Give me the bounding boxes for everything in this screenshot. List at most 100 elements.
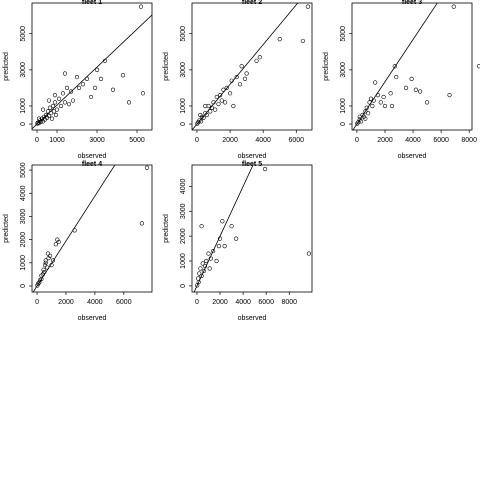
x-axis-label: observed <box>398 153 427 160</box>
point <box>42 263 48 268</box>
point <box>64 85 70 91</box>
panel-title: fleet 2 <box>242 0 262 6</box>
x-tick-label: 4000 <box>255 137 271 144</box>
x-tick-label: 1000 <box>49 137 65 144</box>
y-axis-label: predicted <box>3 52 10 81</box>
point <box>413 87 418 92</box>
y-tick-label: 5000 <box>20 26 27 42</box>
point <box>244 71 249 76</box>
point <box>371 98 376 103</box>
point <box>51 109 57 114</box>
point <box>366 111 371 116</box>
point <box>277 37 282 42</box>
point <box>48 111 54 116</box>
point <box>66 102 72 107</box>
point <box>217 236 223 241</box>
x-tick-label: 8000 <box>461 137 477 144</box>
point <box>214 94 219 100</box>
point <box>40 107 46 112</box>
x-tick-label: 8000 <box>281 299 297 306</box>
point <box>199 224 204 229</box>
point <box>45 265 50 270</box>
point <box>43 258 48 263</box>
point <box>381 94 386 100</box>
y-axis-label: predicted <box>163 214 170 243</box>
point <box>359 119 364 124</box>
point <box>140 91 146 96</box>
point <box>45 251 51 256</box>
point <box>39 273 44 278</box>
y-tick-label: 0 <box>180 284 187 288</box>
point <box>196 280 201 285</box>
x-tick-label: 6000 <box>116 299 132 306</box>
y-axis-label: predicted <box>3 214 10 243</box>
panel-title: fleet 1 <box>82 0 102 6</box>
point <box>47 105 53 110</box>
point <box>88 94 94 100</box>
point <box>49 263 54 268</box>
point <box>218 93 223 98</box>
point <box>392 64 397 69</box>
point <box>220 219 225 224</box>
point <box>50 103 56 109</box>
x-axis-label: observed <box>78 153 107 160</box>
point <box>36 281 41 286</box>
point <box>47 253 53 258</box>
point <box>72 228 77 233</box>
point <box>219 98 224 103</box>
point <box>102 58 108 63</box>
point <box>43 112 49 118</box>
point <box>201 115 206 120</box>
x-tick-label: 4000 <box>87 299 103 306</box>
y-tick-label: 0 <box>20 284 27 288</box>
x-tick-label: 4000 <box>405 137 421 144</box>
point <box>208 109 213 114</box>
x-tick-label: 2000 <box>377 137 393 144</box>
y-tick-label: 3000 <box>20 62 27 78</box>
point <box>36 116 42 121</box>
point <box>229 78 234 83</box>
point <box>110 87 116 92</box>
y-tick-label: 0 <box>340 122 347 126</box>
point <box>367 100 372 105</box>
point <box>56 239 61 245</box>
point <box>52 93 58 98</box>
point <box>305 4 310 9</box>
x-tick-label: 0 <box>35 299 39 306</box>
point <box>74 74 80 80</box>
point <box>126 100 132 105</box>
point <box>403 85 409 91</box>
point <box>227 91 233 96</box>
point <box>201 268 206 274</box>
point <box>239 64 244 69</box>
point <box>204 112 209 118</box>
y-tick-label: 3000 <box>340 62 347 78</box>
point <box>389 103 395 109</box>
x-tick-label: 0 <box>195 299 199 306</box>
panel: fleet 4 observed predicted 0 2000 4000 6000 0 10… <box>3 161 153 322</box>
x-tick-label: 2000 <box>222 137 238 144</box>
x-tick-label: 2000 <box>212 299 228 306</box>
point <box>41 267 46 272</box>
point <box>53 242 58 247</box>
y-tick-label: 0 <box>20 122 27 126</box>
point <box>221 87 226 92</box>
plot-frame <box>31 164 153 293</box>
panel: fleet 5 observed predicted 0 2000 4000 6000 800… <box>163 161 313 322</box>
y-tick-label: 1000 <box>180 253 187 269</box>
panel: fleet 1 observed predicted 0 1000 3000 5000 0 10… <box>3 0 153 160</box>
point <box>42 269 47 275</box>
y-tick-label: 1000 <box>180 98 187 114</box>
point <box>417 89 423 94</box>
point <box>196 276 201 281</box>
y-axis-label: predicted <box>323 52 330 81</box>
point <box>206 251 211 256</box>
plot-frame <box>351 2 473 131</box>
point <box>357 114 362 119</box>
point <box>424 100 430 105</box>
point <box>394 74 399 80</box>
y-tick-label: 1000 <box>20 255 27 271</box>
point <box>203 103 208 109</box>
point <box>378 100 383 105</box>
point <box>207 266 212 271</box>
